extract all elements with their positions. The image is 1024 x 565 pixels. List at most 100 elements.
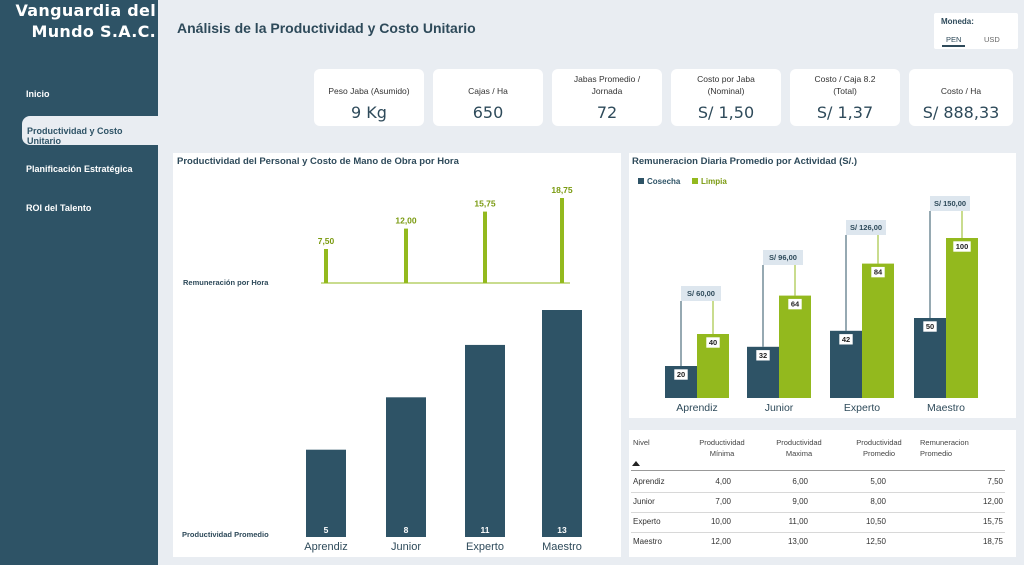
table-row-divider <box>631 512 1005 513</box>
kpi-label: Costo por Jaba (Nominal) <box>697 74 755 96</box>
kpi-value: S/ 1,37 <box>816 103 874 122</box>
table-cell-nivel: Experto <box>633 517 661 526</box>
table-row-divider <box>631 532 1005 533</box>
table-header-nivel[interactable]: Nivel <box>633 438 650 447</box>
kpi-label: Costo / Caja 8.2 (Total) <box>814 74 876 96</box>
cosecha-tag-maestro <box>922 320 938 333</box>
productivity-value-experto: 11 <box>481 525 490 535</box>
currency-label: Moneda: <box>941 17 974 26</box>
kpi-value: 9 Kg <box>351 103 387 122</box>
table-cell: 4,00 <box>715 477 731 486</box>
table-cell: 12,00 <box>982 497 1003 506</box>
table-cell: 10,00 <box>710 517 731 526</box>
limpia-bar-experto[interactable] <box>862 263 894 398</box>
table-cell: 11,00 <box>788 517 808 526</box>
table-cell-nivel: Aprendiz <box>633 477 665 486</box>
kpi-value: 72 <box>596 103 618 122</box>
productivity-bar-junior[interactable] <box>386 397 426 537</box>
table-cell: 13,00 <box>787 537 808 546</box>
category-label-experto: Experto <box>844 402 880 414</box>
legend-swatch-limpia <box>692 178 698 184</box>
kpi-label: Jabas Promedio / Jornada <box>573 74 641 96</box>
rate-bar-junior <box>404 228 408 283</box>
total-callout-junior <box>763 250 803 265</box>
rate-axis-label: Remuneración por Hora <box>183 278 269 287</box>
total-callout-maestro <box>930 196 970 211</box>
currency-option-usd[interactable]: USD <box>984 35 1000 44</box>
table-header-prod-max[interactable]: Productividad Maxima <box>776 438 822 458</box>
kpi-card-costo-ha: Costo / Ha S/ 888,33 <box>909 69 1013 126</box>
productivity-table <box>629 430 1016 557</box>
rate-bar-experto <box>483 211 487 283</box>
total-label-junior: S/ 96,00 <box>769 253 797 262</box>
limpia-bar-maestro[interactable] <box>946 238 978 398</box>
total-label-experto: S/ 126,00 <box>850 223 882 232</box>
cosecha-tag-junior <box>755 349 771 362</box>
remuneration-chart: Cosecha Limpia S/ 60,00 20 40 Aprendiz S/ 96,0… <box>638 177 978 414</box>
cosecha-value-junior: 32 <box>759 351 767 360</box>
currency-selector: Moneda: PEN USD <box>934 13 1018 49</box>
nav-item-planificacion[interactable]: Planificación Estratégica <box>26 164 133 174</box>
productivity-bar-aprendiz[interactable] <box>306 449 346 537</box>
nav-item-roi[interactable]: ROI del Talento <box>26 203 92 213</box>
page-title: Análisis de la Productividad y Costo Uni… <box>177 20 476 36</box>
kpi-value: 650 <box>472 103 504 122</box>
productivity-value-junior: 8 <box>404 525 409 535</box>
total-callout-experto <box>846 220 886 235</box>
category-label-maestro: Maestro <box>927 402 965 414</box>
limpia-tag-aprendiz <box>705 336 721 349</box>
table-row-divider <box>631 492 1005 493</box>
table-header-remuneracion[interactable]: Remuneracion Promedio <box>920 438 969 458</box>
legend-label-cosecha[interactable]: Cosecha <box>647 177 681 186</box>
kpi-card-costo-caja: Costo / Caja 8.2 (Total) S/ 1,37 <box>790 69 900 126</box>
total-label-maestro: S/ 150,00 <box>934 199 966 208</box>
table-header-prod-prom[interactable]: Productividad Promedio <box>856 438 902 458</box>
total-callout-aprendiz <box>681 286 721 301</box>
table-cell: 15,75 <box>982 517 1003 526</box>
category-label-aprendiz: Aprendiz <box>304 541 347 553</box>
limpia-value-experto: 84 <box>874 268 883 277</box>
remuneration-panel-title: Remuneracion Diaria Promedio por Activid… <box>632 156 858 167</box>
productivity-axis-label: Productividad Promedio <box>182 530 269 539</box>
limpia-tag-maestro <box>952 240 972 253</box>
sort-arrow-icon[interactable] <box>632 461 640 466</box>
rate-label-aprendiz: 7,50 <box>318 236 335 246</box>
nav-item-productividad[interactable]: Productividad y Costo Unitario <box>22 116 158 146</box>
brand-line-1: Vanguardia del <box>15 1 156 20</box>
category-label-maestro: Maestro <box>542 541 582 553</box>
nav-item-inicio[interactable]: Inicio <box>26 89 50 99</box>
table-cell: 18,75 <box>982 537 1003 546</box>
table-cell: 8,00 <box>870 497 886 506</box>
limpia-tag-junior <box>787 298 803 310</box>
kpi-label: Cajas / Ha <box>468 86 508 96</box>
legend-swatch-cosecha <box>638 178 644 184</box>
cosecha-value-maestro: 50 <box>926 322 934 331</box>
productivity-panel-title: Productividad del Personal y Costo de Ma… <box>177 156 459 167</box>
kpi-label: Costo / Ha <box>940 86 982 96</box>
table-cell-nivel: Maestro <box>633 537 662 546</box>
category-label-experto: Experto <box>466 541 504 553</box>
productivity-value-aprendiz: 5 <box>324 525 329 535</box>
category-label-junior: Junior <box>765 402 794 414</box>
limpia-bar-junior[interactable] <box>779 295 811 398</box>
table-cell: 6,00 <box>792 477 808 486</box>
kpi-card-cajas-ha: Cajas / Ha 650 <box>433 69 543 126</box>
rate-label-maestro: 18,75 <box>551 185 573 195</box>
sidebar: Vanguardia del Mundo S.A.C. Inicio Produ… <box>0 0 158 565</box>
productivity-bar-experto[interactable] <box>465 344 505 537</box>
brand-logo: Vanguardia del Mundo S.A.C. <box>6 0 156 42</box>
productivity-bar-maestro[interactable] <box>542 310 582 537</box>
kpi-card-jabas-promedio: Jabas Promedio / Jornada 72 <box>552 69 662 126</box>
legend-label-limpia[interactable]: Limpia <box>701 177 727 186</box>
kpi-value: S/ 888,33 <box>922 103 1000 122</box>
total-label-aprendiz: S/ 60,00 <box>687 289 715 298</box>
kpi-card-peso-jaba: Peso Jaba (Asumido) 9 Kg <box>314 69 424 126</box>
currency-option-pen[interactable]: PEN <box>942 35 966 47</box>
cosecha-value-aprendiz: 20 <box>677 370 685 379</box>
category-label-junior: Junior <box>391 541 421 553</box>
table-cell: 7,00 <box>715 497 731 506</box>
table-cell: 9,00 <box>792 497 808 506</box>
cosecha-tag-aprendiz <box>673 368 689 381</box>
table-header-prod-min[interactable]: Productividad Mínima <box>699 438 745 458</box>
cosecha-tag-experto <box>838 333 854 346</box>
